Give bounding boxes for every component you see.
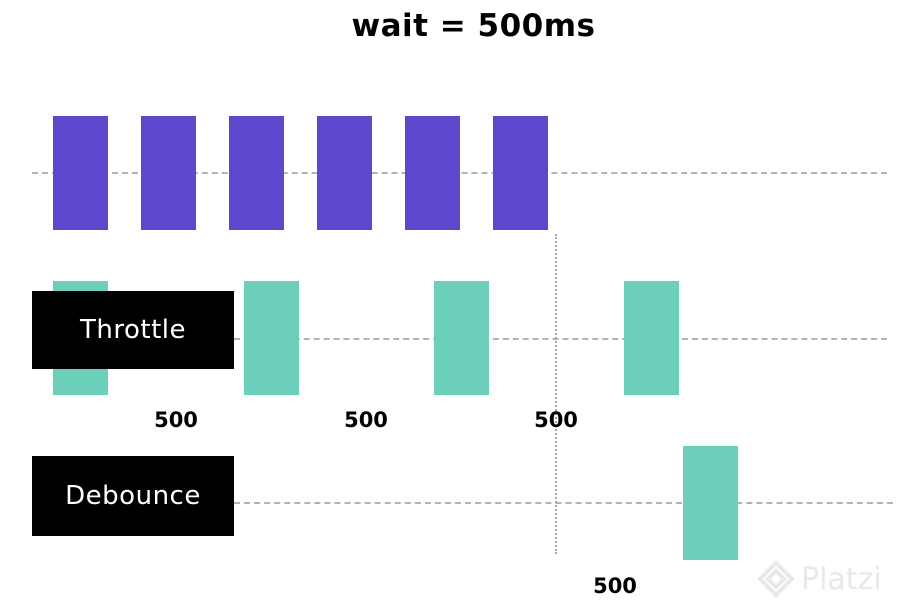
throttle-output [244, 281, 299, 395]
debounce-label-text: Debounce [65, 481, 201, 511]
input-event [53, 116, 108, 230]
debounce-output [683, 446, 738, 560]
throttle-interval-label: 500 [534, 408, 578, 432]
throttle-label-text: Throttle [80, 315, 186, 345]
input-event [405, 116, 460, 230]
platzi-watermark: Platzi [757, 560, 882, 598]
input-event [317, 116, 372, 230]
watermark-text: Platzi [801, 561, 882, 597]
diagram-title: wait = 500ms [351, 8, 596, 44]
throttle-output [434, 281, 489, 395]
input-event [493, 116, 548, 230]
platzi-logo-icon [757, 560, 795, 598]
input-event [229, 116, 284, 230]
last-event-marker [555, 234, 557, 554]
throttle-output [624, 281, 679, 395]
throttle-label: Throttle [32, 291, 234, 369]
debounce-timeline [234, 502, 893, 504]
input-event [141, 116, 196, 230]
debounce-interval-label: 500 [593, 574, 637, 598]
debounce-label: Debounce [32, 456, 234, 536]
throttle-interval-label: 500 [154, 408, 198, 432]
throttle-timeline [234, 338, 887, 340]
throttle-interval-label: 500 [344, 408, 388, 432]
